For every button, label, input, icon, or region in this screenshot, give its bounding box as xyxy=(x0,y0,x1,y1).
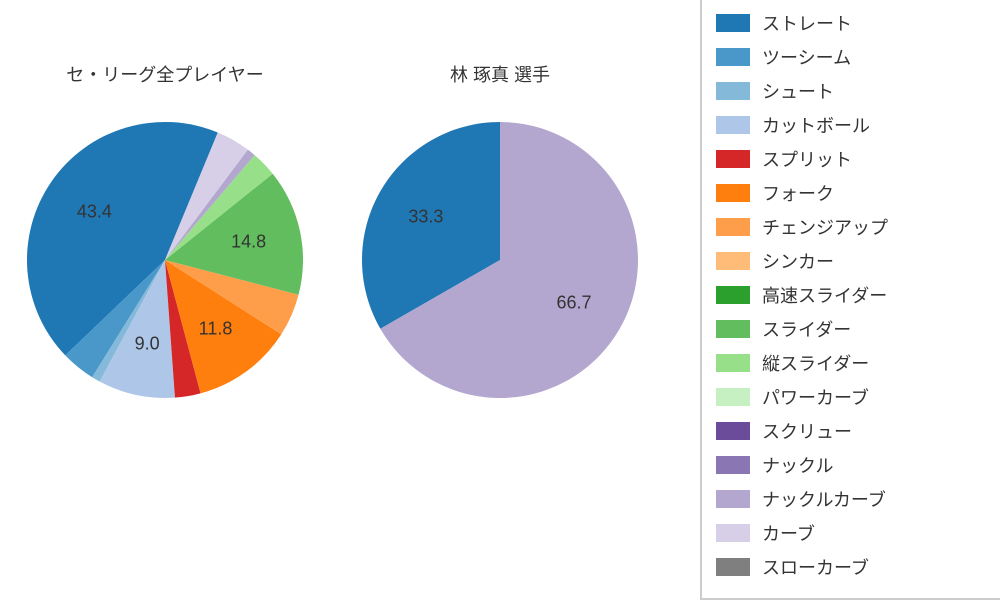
legend-item-fork: フォーク xyxy=(716,176,990,210)
chart-title-league: セ・リーグ全プレイヤー xyxy=(66,61,263,87)
legend-label: スライダー xyxy=(762,316,851,342)
legend-swatch-sinker xyxy=(716,252,750,270)
legend-item-knuckle_curve: ナックルカーブ xyxy=(716,482,990,516)
legend-label: スプリット xyxy=(762,146,852,172)
legend-label: 高速スライダー xyxy=(762,282,887,308)
chart-stage: { "background_color": "#ffffff", "pitch_… xyxy=(0,0,1000,600)
legend-item-fast_slider: 高速スライダー xyxy=(716,278,990,312)
legend-label: ツーシーム xyxy=(762,44,851,70)
legend-item-straight: ストレート xyxy=(716,6,990,40)
legend-label: スローカーブ xyxy=(762,554,869,580)
legend-label: スクリュー xyxy=(762,418,852,444)
legend-item-power_curve: パワーカーブ xyxy=(716,380,990,414)
legend-item-two_seam: ツーシーム xyxy=(716,40,990,74)
legend-swatch-knuckle_curve xyxy=(716,490,750,508)
legend-item-screw: スクリュー xyxy=(716,414,990,448)
legend-swatch-cutball xyxy=(716,116,750,134)
legend-swatch-straight xyxy=(716,14,750,32)
legend-swatch-knuckle xyxy=(716,456,750,474)
legend-swatch-power_curve xyxy=(716,388,750,406)
legend-item-sinker: シンカー xyxy=(716,244,990,278)
legend-swatch-shoot xyxy=(716,82,750,100)
legend-swatch-split xyxy=(716,150,750,168)
legend-item-split: スプリット xyxy=(716,142,990,176)
legend-swatch-slow_curve xyxy=(716,558,750,576)
legend-label: シュート xyxy=(762,78,834,104)
pie-svg-layer xyxy=(0,0,700,600)
legend-label: チェンジアップ xyxy=(762,214,888,240)
legend-label: フォーク xyxy=(762,180,834,206)
legend-swatch-screw xyxy=(716,422,750,440)
legend-item-cutball: カットボール xyxy=(716,108,990,142)
legend-swatch-two_seam xyxy=(716,48,750,66)
legend-label: カーブ xyxy=(762,520,815,546)
legend-swatch-slider xyxy=(716,320,750,338)
legend-label: シンカー xyxy=(762,248,834,274)
legend-item-knuckle: ナックル xyxy=(716,448,990,482)
legend-swatch-fork xyxy=(716,184,750,202)
legend-label: ナックルカーブ xyxy=(762,486,886,512)
legend-swatch-vert_slider xyxy=(716,354,750,372)
legend-label: カットボール xyxy=(762,112,870,138)
legend-label: 縦スライダー xyxy=(762,350,869,376)
legend-label: ストレート xyxy=(762,10,852,36)
legend-swatch-curve xyxy=(716,524,750,542)
chart-title-player: 林 琢真 選手 xyxy=(450,61,550,87)
legend-item-changeup: チェンジアップ xyxy=(716,210,990,244)
legend-swatch-fast_slider xyxy=(716,286,750,304)
legend-item-slider: スライダー xyxy=(716,312,990,346)
legend-item-curve: カーブ xyxy=(716,516,990,550)
legend-item-shoot: シュート xyxy=(716,74,990,108)
legend-item-vert_slider: 縦スライダー xyxy=(716,346,990,380)
legend: ストレートツーシームシュートカットボールスプリットフォークチェンジアップシンカー… xyxy=(700,0,1000,600)
legend-label: パワーカーブ xyxy=(762,384,869,410)
legend-item-slow_curve: スローカーブ xyxy=(716,550,990,584)
legend-label: ナックル xyxy=(762,452,833,478)
legend-swatch-changeup xyxy=(716,218,750,236)
